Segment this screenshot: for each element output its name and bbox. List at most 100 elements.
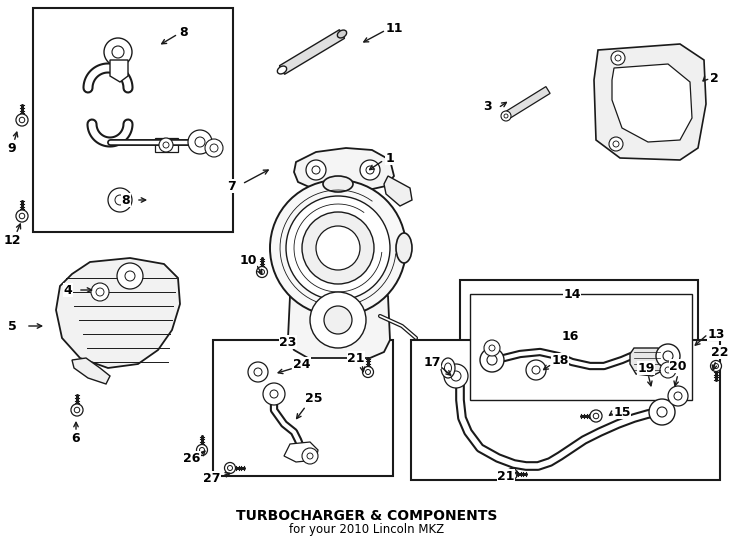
Polygon shape	[612, 64, 692, 142]
Circle shape	[509, 471, 515, 476]
Polygon shape	[294, 148, 394, 192]
Circle shape	[532, 366, 540, 374]
Circle shape	[71, 404, 83, 416]
Text: 23: 23	[280, 335, 297, 348]
Circle shape	[270, 180, 406, 316]
Polygon shape	[72, 358, 110, 384]
Ellipse shape	[277, 66, 287, 74]
Text: TURBOCHARGER & COMPONENTS: TURBOCHARGER & COMPONENTS	[236, 509, 498, 523]
Circle shape	[163, 142, 169, 148]
Circle shape	[480, 348, 504, 372]
Circle shape	[366, 166, 374, 174]
Ellipse shape	[323, 176, 353, 192]
Polygon shape	[594, 44, 706, 160]
Text: 1: 1	[385, 152, 394, 165]
Circle shape	[649, 399, 675, 425]
Circle shape	[615, 55, 621, 61]
Circle shape	[489, 345, 495, 351]
Circle shape	[91, 283, 109, 301]
Circle shape	[663, 351, 673, 361]
Circle shape	[613, 141, 619, 147]
Circle shape	[484, 340, 500, 356]
Text: 26: 26	[184, 451, 200, 464]
Polygon shape	[284, 442, 318, 462]
Bar	[155, 138, 178, 152]
Circle shape	[19, 213, 25, 219]
Text: for your 2010 Lincoln MKZ: for your 2010 Lincoln MKZ	[289, 523, 445, 537]
Polygon shape	[56, 258, 180, 368]
Text: 18: 18	[551, 354, 569, 367]
Bar	[213, 340, 393, 476]
Text: 19: 19	[637, 361, 655, 375]
Bar	[308, 282, 370, 298]
Text: 15: 15	[613, 406, 631, 419]
Text: 9: 9	[7, 141, 16, 154]
Text: 10: 10	[239, 253, 257, 267]
Circle shape	[307, 453, 313, 459]
Circle shape	[366, 369, 371, 375]
Circle shape	[188, 130, 212, 154]
Circle shape	[256, 267, 267, 278]
Ellipse shape	[338, 30, 346, 38]
Circle shape	[205, 139, 223, 157]
Circle shape	[197, 444, 208, 456]
Circle shape	[711, 361, 722, 372]
Polygon shape	[280, 30, 344, 75]
Circle shape	[254, 368, 262, 376]
Circle shape	[590, 410, 602, 422]
Circle shape	[260, 269, 264, 274]
Circle shape	[225, 462, 236, 474]
Text: 3: 3	[484, 99, 493, 112]
Circle shape	[74, 407, 80, 413]
Circle shape	[228, 465, 233, 470]
Circle shape	[504, 114, 508, 118]
Bar	[33, 8, 233, 232]
Circle shape	[656, 344, 680, 368]
Circle shape	[363, 367, 374, 377]
Text: 25: 25	[305, 392, 323, 404]
Circle shape	[263, 383, 285, 405]
Polygon shape	[504, 86, 550, 119]
Circle shape	[210, 144, 218, 152]
Circle shape	[611, 51, 625, 65]
Circle shape	[96, 288, 104, 296]
Circle shape	[665, 367, 671, 373]
Circle shape	[324, 306, 352, 334]
Circle shape	[16, 114, 28, 126]
Circle shape	[195, 137, 205, 147]
Text: 27: 27	[203, 471, 221, 484]
Circle shape	[306, 160, 326, 180]
Bar	[411, 340, 720, 480]
Circle shape	[444, 364, 468, 388]
Circle shape	[609, 137, 623, 151]
Text: 4: 4	[64, 284, 73, 296]
Circle shape	[200, 448, 205, 453]
Circle shape	[526, 360, 546, 380]
Circle shape	[668, 386, 688, 406]
Circle shape	[112, 46, 124, 58]
Circle shape	[713, 363, 719, 368]
Circle shape	[312, 166, 320, 174]
Circle shape	[451, 371, 461, 381]
Text: 17: 17	[424, 355, 440, 368]
Text: 22: 22	[711, 346, 729, 359]
Text: 13: 13	[708, 327, 724, 341]
Circle shape	[115, 195, 125, 205]
Polygon shape	[384, 176, 412, 206]
Text: 21: 21	[347, 352, 365, 365]
Circle shape	[506, 469, 517, 480]
Text: 2: 2	[710, 71, 719, 84]
Circle shape	[286, 196, 390, 300]
Circle shape	[117, 263, 143, 289]
Text: 14: 14	[563, 287, 581, 300]
Text: 8: 8	[180, 25, 189, 38]
Circle shape	[16, 210, 28, 222]
Ellipse shape	[441, 358, 455, 378]
Text: 11: 11	[385, 22, 403, 35]
Circle shape	[104, 38, 132, 66]
Text: 24: 24	[294, 357, 310, 370]
Circle shape	[360, 160, 380, 180]
Circle shape	[674, 392, 682, 400]
Text: 7: 7	[228, 179, 236, 192]
Circle shape	[302, 448, 318, 464]
